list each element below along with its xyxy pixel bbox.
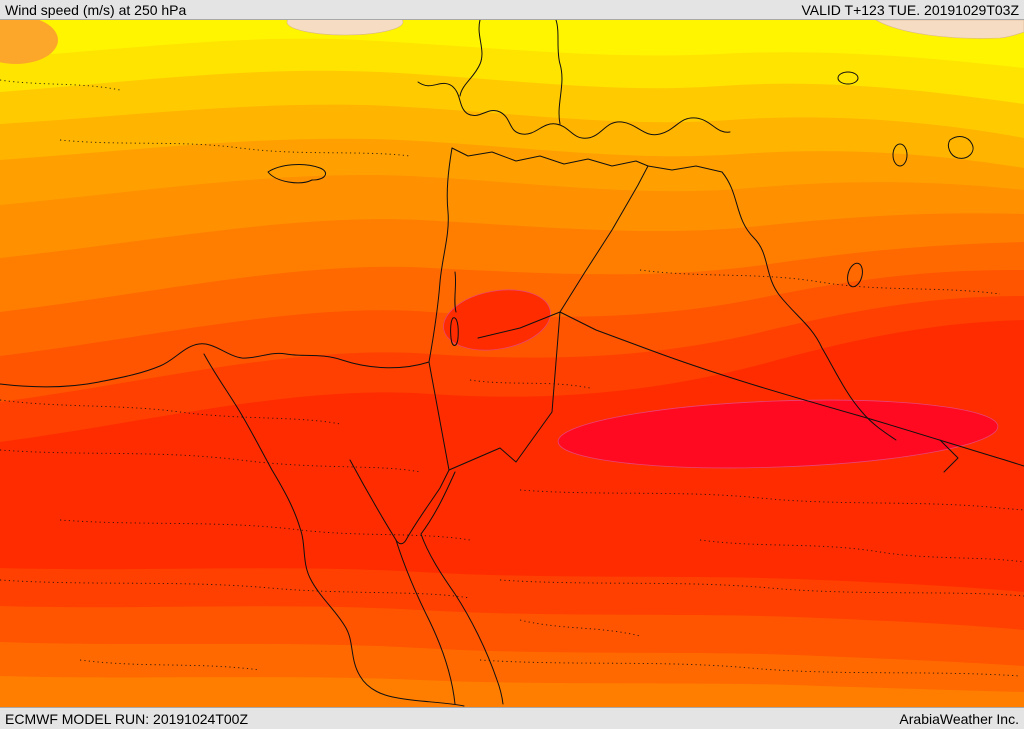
- dotted-line: [79, 659, 261, 671]
- dotted-line: [0, 79, 121, 91]
- border-turkey-south: [451, 147, 723, 173]
- coastline-turkey: [417, 81, 731, 139]
- top-bar: Wind speed (m/s) at 250 hPa VALID T+123 …: [0, 0, 1024, 20]
- dotted-line: [0, 579, 471, 599]
- border-iraq-saudi: [559, 311, 1024, 467]
- jet-core-max: [557, 399, 999, 469]
- gulf-of-suez-and-aqaba: [349, 459, 450, 545]
- dotted-line: [0, 399, 341, 425]
- border-jordan-saudi: [448, 311, 561, 471]
- red-sea-east-coast: [420, 471, 504, 705]
- dotted-line: [469, 379, 591, 389]
- wind-speed-contour-map: [0, 20, 1024, 707]
- levant-red-patch: [443, 289, 551, 351]
- model-run-label: ECMWF MODEL RUN: 20191024T00Z: [5, 710, 248, 727]
- calm-patch-top-center: [286, 20, 404, 36]
- lake-van: [837, 71, 859, 85]
- attribution-label: ArabiaWeather Inc.: [899, 710, 1019, 727]
- map-title: Wind speed (m/s) at 250 hPa: [5, 1, 187, 18]
- dotted-line: [639, 269, 1001, 295]
- dotted-boundaries: [0, 79, 1024, 677]
- island-cyprus: [267, 164, 327, 184]
- dotted-line: [59, 519, 471, 541]
- lake-small-right: [947, 136, 974, 159]
- dotted-line: [479, 659, 1021, 677]
- jordan-river: [454, 271, 457, 313]
- band-lower-orange-deep: [0, 676, 1024, 707]
- border-iraq-iran: [721, 171, 897, 441]
- dotted-line: [699, 539, 1024, 563]
- wind-speed-bands: [0, 20, 1024, 707]
- border-syria-jordan: [477, 311, 561, 339]
- coastline-aegean: [459, 20, 483, 97]
- dead-sea: [450, 317, 459, 346]
- coastlines-and-borders: [0, 20, 1024, 707]
- lake-urmia: [892, 143, 908, 167]
- border-syria-iraq: [559, 165, 649, 313]
- border-kuwait: [939, 439, 959, 473]
- red-sea-west-coast: [395, 539, 456, 705]
- coastline-turkey-spur: [555, 20, 563, 125]
- calm-patch-top-right: [875, 20, 1024, 39]
- river-nile: [203, 353, 465, 707]
- coastline-levant-egypt: [0, 147, 453, 388]
- bottom-bar: ECMWF MODEL RUN: 20191024T00Z ArabiaWeat…: [0, 707, 1024, 729]
- map-canvas: [0, 20, 1024, 707]
- dotted-line: [519, 619, 641, 637]
- border-egypt-israel: [428, 361, 450, 471]
- orange-patch-top-left: [0, 20, 58, 64]
- lake-tharthar: [847, 262, 863, 288]
- valid-time-label: VALID T+123 TUE. 20191029T03Z: [801, 1, 1019, 18]
